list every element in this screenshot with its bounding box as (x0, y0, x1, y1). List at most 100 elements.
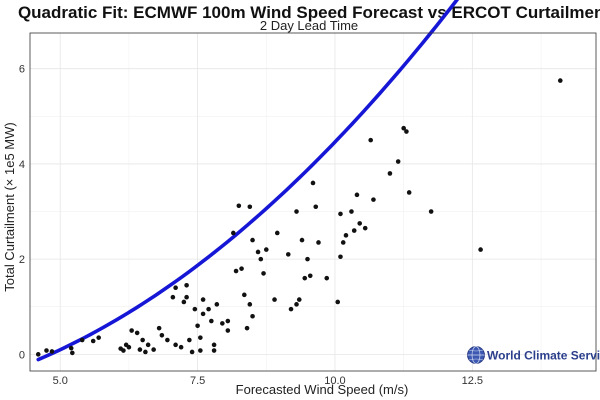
data-point (316, 240, 321, 245)
data-point (310, 180, 316, 186)
data-point (181, 299, 187, 305)
x-axis-title: Forecasted Wind Speed (m/s) (236, 382, 409, 397)
data-point (70, 350, 75, 356)
data-point (159, 332, 165, 338)
x-tick-label: 10.0 (324, 375, 345, 387)
data-point (395, 159, 401, 164)
data-point (49, 349, 55, 354)
data-point (250, 237, 255, 243)
data-point (192, 306, 198, 312)
data-point (338, 254, 343, 260)
tick-labels: 5.0 7.5 10.0 12.5 0 2 4 6 (19, 64, 483, 387)
data-point (231, 230, 236, 236)
data-point (255, 249, 261, 255)
data-point (261, 271, 266, 276)
data-point (302, 275, 308, 281)
data-point (307, 273, 313, 279)
globe-icon (467, 346, 485, 364)
data-point (236, 203, 242, 209)
data-point (165, 337, 170, 343)
chart-title: Quadratic Fit: ECMWF 100m Wind Speed For… (18, 3, 600, 22)
data-point (173, 285, 178, 290)
y-tick-label: 2 (19, 254, 25, 266)
y-tick-label: 0 (19, 349, 25, 361)
data-point (90, 338, 96, 344)
data-point (239, 266, 244, 271)
data-point (198, 348, 203, 353)
data-point (178, 344, 184, 350)
data-point (137, 347, 143, 352)
data-point (263, 247, 269, 252)
data-point (250, 313, 255, 319)
data-point (272, 297, 277, 302)
data-point (351, 228, 357, 233)
data-point (198, 335, 203, 340)
data-point (285, 252, 291, 257)
data-point (404, 129, 409, 134)
data-point (44, 348, 49, 353)
data-point (324, 275, 330, 281)
data-point (354, 192, 360, 198)
data-point (209, 318, 214, 324)
data-point (195, 323, 200, 329)
data-point (335, 299, 341, 305)
y-tick-label: 6 (19, 64, 25, 76)
data-point (294, 209, 299, 214)
data-point (340, 240, 346, 245)
chart-subtitle: 2 Day Lead Time (260, 18, 358, 33)
data-point (343, 233, 349, 238)
data-point (371, 197, 376, 202)
grid (30, 33, 596, 371)
data-point (247, 204, 253, 210)
data-point (189, 349, 195, 355)
data-point (258, 256, 264, 262)
data-point (288, 306, 294, 312)
data-point (387, 171, 393, 176)
data-point (294, 302, 299, 307)
data-point (173, 342, 178, 348)
data-point (247, 302, 253, 307)
data-point (478, 247, 483, 252)
data-point (156, 325, 162, 331)
data-point (313, 204, 319, 210)
data-point (220, 321, 225, 326)
data-point (211, 348, 217, 353)
data-point (187, 337, 192, 343)
data-point (305, 256, 310, 262)
points-layer (35, 78, 563, 357)
data-point (126, 344, 132, 350)
fit-line-layer (36, 0, 460, 362)
data-point (557, 78, 563, 83)
data-point (200, 297, 206, 302)
data-point (79, 337, 85, 343)
data-point (368, 137, 373, 143)
data-point (296, 297, 302, 302)
data-point (357, 221, 363, 226)
data-point (338, 211, 343, 217)
data-point (206, 306, 211, 312)
data-point (401, 125, 406, 131)
data-point (211, 342, 217, 348)
data-point (68, 345, 74, 351)
data-point (145, 342, 151, 348)
data-point (200, 311, 206, 317)
data-point (225, 318, 231, 324)
data-point (143, 349, 148, 355)
data-point (362, 225, 368, 231)
data-point (170, 294, 176, 300)
logo-text: World Climate Service (487, 349, 600, 363)
panel-border (29, 32, 597, 372)
data-point (225, 328, 231, 333)
data-point (35, 352, 41, 357)
data-point (214, 302, 220, 307)
x-tick-label: 12.5 (462, 375, 483, 387)
fit-line (36, 0, 460, 362)
x-tick-label: 5.0 (53, 375, 68, 387)
data-point (121, 348, 126, 353)
data-point (406, 190, 412, 195)
x-tick-label: 7.5 (190, 375, 205, 387)
data-point (242, 292, 247, 298)
data-point (244, 325, 250, 331)
y-axis-title: Total Curtailment (× 1e5 MW) (2, 122, 17, 291)
